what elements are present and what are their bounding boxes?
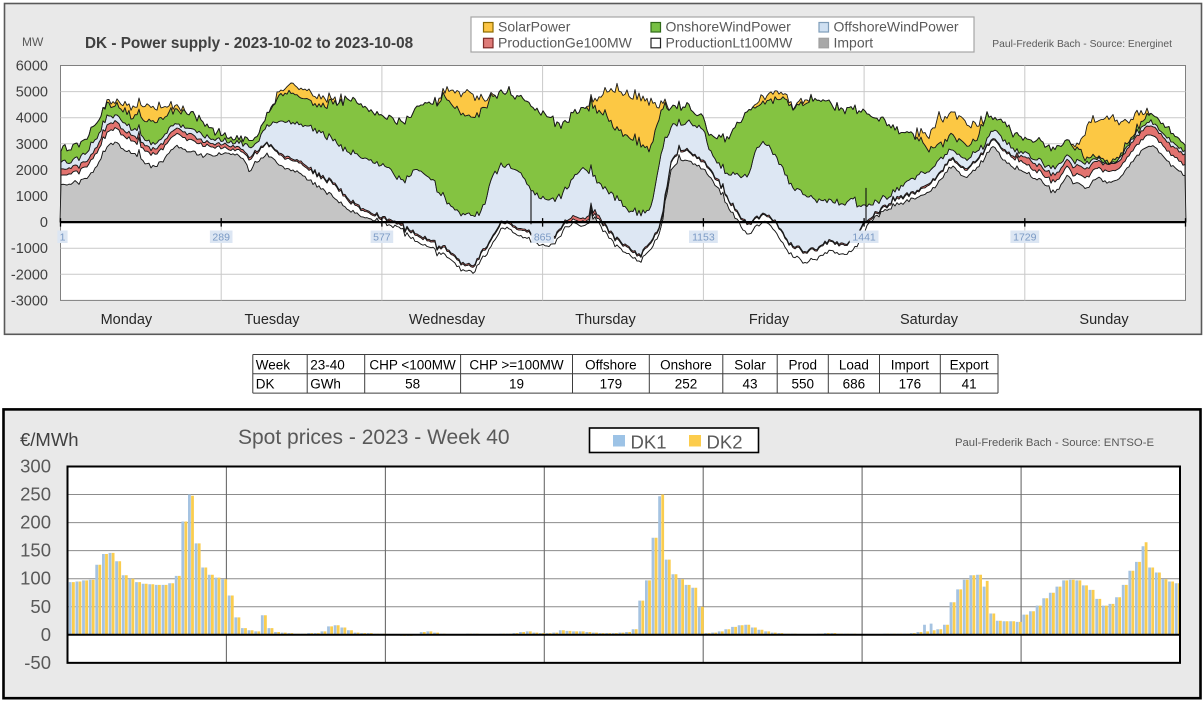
svg-text:865: 865 (534, 232, 552, 244)
svg-text:289: 289 (212, 232, 230, 244)
svg-text:58: 58 (405, 377, 420, 392)
svg-text:43: 43 (742, 377, 757, 392)
svg-text:150: 150 (20, 540, 51, 561)
svg-text:1441: 1441 (852, 232, 876, 244)
svg-text:1729: 1729 (1013, 232, 1037, 244)
svg-text:Paul-Frederik Bach - Source: E: Paul-Frederik Bach - Source: Energinet (992, 39, 1172, 50)
svg-text:OffshoreWindPower: OffshoreWindPower (834, 19, 959, 35)
svg-text:Import: Import (891, 357, 930, 372)
svg-text:-3000: -3000 (11, 293, 48, 309)
svg-text:5000: 5000 (16, 85, 48, 101)
svg-text:Wednesday: Wednesday (409, 312, 486, 328)
svg-text:-50: -50 (24, 652, 51, 673)
svg-text:0: 0 (40, 215, 48, 231)
svg-text:Offshore: Offshore (585, 357, 637, 372)
svg-text:200: 200 (20, 512, 51, 533)
svg-text:1: 1 (60, 232, 66, 244)
svg-text:4000: 4000 (16, 111, 48, 127)
svg-text:176: 176 (899, 377, 922, 392)
svg-text:Tuesday: Tuesday (244, 312, 300, 328)
svg-text:0: 0 (41, 624, 51, 645)
svg-text:Onshore: Onshore (660, 357, 712, 372)
svg-text:Spot prices - 2023 - Week 40: Spot prices - 2023 - Week 40 (238, 426, 510, 449)
svg-text:250: 250 (20, 484, 51, 505)
svg-text:300: 300 (20, 456, 51, 477)
svg-text:100: 100 (20, 568, 51, 589)
svg-text:Monday: Monday (101, 312, 153, 328)
svg-text:577: 577 (373, 232, 391, 244)
svg-text:Paul-Frederik Bach - Source: E: Paul-Frederik Bach - Source: ENTSO-E (955, 437, 1154, 449)
svg-text:3000: 3000 (16, 137, 48, 153)
svg-text:Prod: Prod (789, 357, 818, 372)
svg-text:ProductionLt100MW: ProductionLt100MW (666, 34, 794, 50)
svg-text:€/MWh: €/MWh (20, 429, 79, 450)
svg-text:GWh: GWh (310, 377, 341, 392)
svg-text:2000: 2000 (16, 163, 48, 179)
svg-text:SolarPower: SolarPower (498, 19, 571, 35)
svg-text:CHP <100MW: CHP <100MW (369, 357, 456, 372)
svg-text:ProductionGe100MW: ProductionGe100MW (498, 34, 633, 50)
svg-text:OnshoreWindPower: OnshoreWindPower (666, 19, 792, 35)
svg-text:Load: Load (839, 357, 869, 372)
svg-text:DK2: DK2 (707, 432, 743, 453)
svg-text:550: 550 (792, 377, 815, 392)
svg-text:41: 41 (962, 377, 977, 392)
svg-text:DK1: DK1 (631, 432, 667, 453)
svg-text:CHP >=100MW: CHP >=100MW (469, 357, 564, 372)
svg-text:686: 686 (843, 377, 866, 392)
svg-text:23-40: 23-40 (310, 357, 345, 372)
svg-text:Saturday: Saturday (900, 312, 959, 328)
svg-text:-1000: -1000 (11, 241, 48, 257)
svg-text:Export: Export (950, 357, 989, 372)
svg-text:1153: 1153 (692, 232, 715, 244)
svg-text:MW: MW (22, 35, 44, 49)
svg-text:19: 19 (509, 377, 524, 392)
svg-text:50: 50 (30, 596, 51, 617)
svg-text:Friday: Friday (749, 312, 790, 328)
svg-text:Thursday: Thursday (575, 312, 636, 328)
svg-text:Solar: Solar (734, 357, 766, 372)
svg-text:Import: Import (834, 34, 874, 50)
svg-text:DK: DK (256, 377, 275, 392)
svg-text:DK - Power supply - 2023-10-02: DK - Power supply - 2023-10-02 to 2023-1… (85, 35, 414, 52)
svg-text:179: 179 (600, 377, 623, 392)
svg-text:Week: Week (256, 357, 291, 372)
svg-text:6000: 6000 (16, 59, 48, 75)
svg-text:252: 252 (675, 377, 698, 392)
svg-text:-2000: -2000 (11, 267, 48, 283)
svg-text:1000: 1000 (16, 189, 48, 205)
svg-text:Sunday: Sunday (1079, 312, 1129, 328)
